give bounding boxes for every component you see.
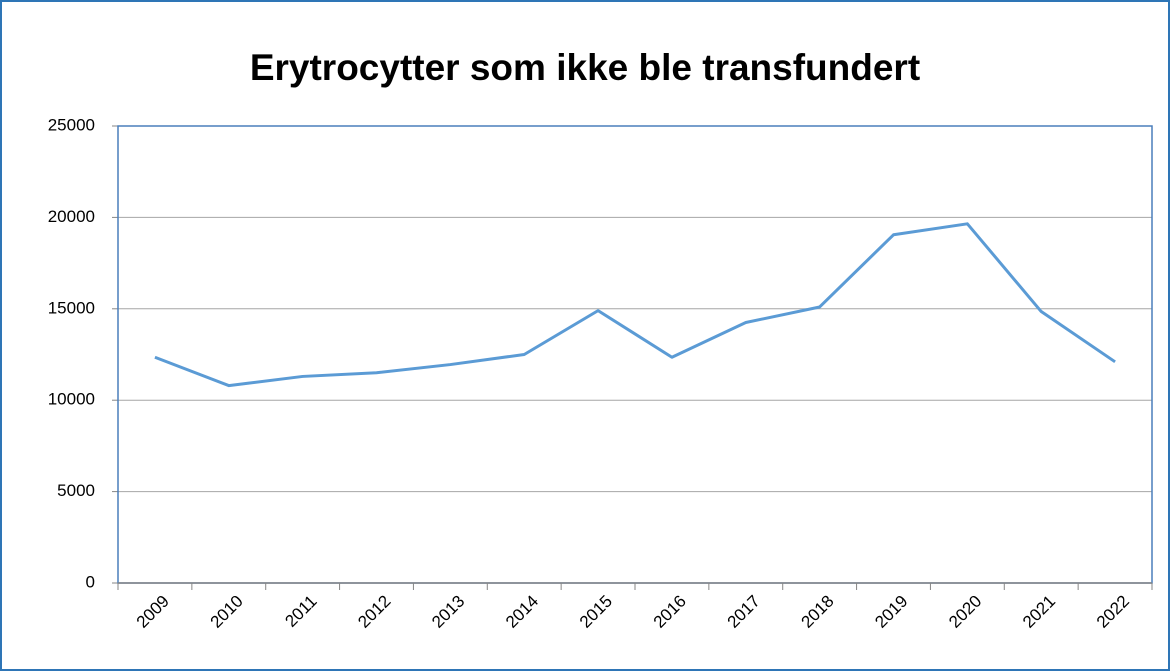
y-tick-label: 20000	[48, 207, 95, 226]
line-series	[154, 222, 1116, 388]
y-tick-label: 25000	[48, 115, 95, 134]
y-tick-label: 10000	[48, 390, 95, 409]
y-tick-label: 5000	[57, 481, 95, 500]
chart-title: Erytrocytter som ikke ble transfundert	[250, 47, 920, 88]
y-tick-label: 15000	[48, 298, 95, 317]
y-tick-label: 0	[86, 572, 95, 591]
